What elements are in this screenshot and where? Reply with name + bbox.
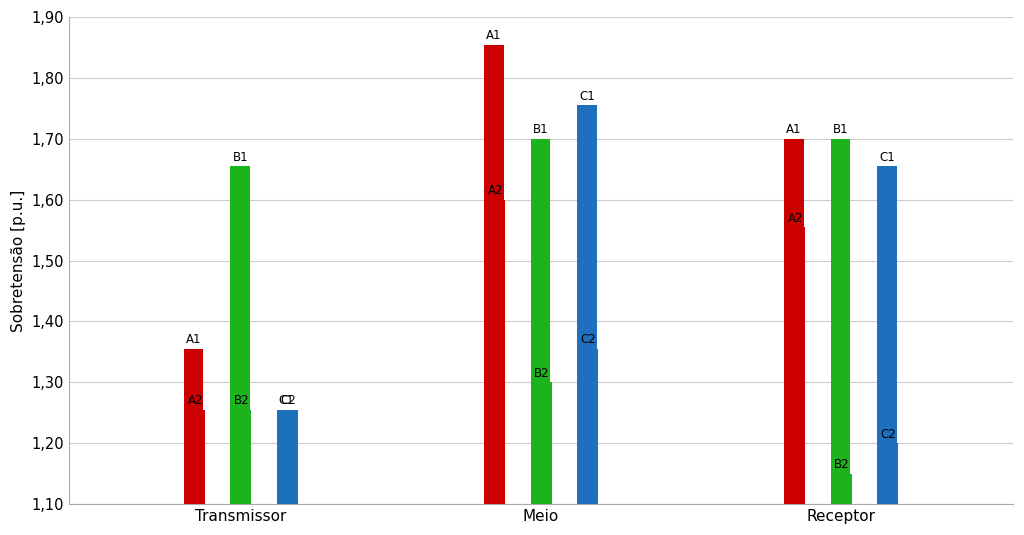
Bar — [279, 410, 298, 504]
Bar — [230, 166, 250, 504]
Bar — [232, 410, 252, 504]
Text: B2: B2 — [233, 394, 250, 407]
Bar — [185, 410, 205, 504]
Text: A1: A1 — [186, 333, 202, 346]
Bar — [485, 200, 505, 504]
Bar — [579, 349, 598, 504]
Text: A2: A2 — [487, 184, 503, 197]
Bar — [830, 139, 850, 504]
Bar — [530, 139, 550, 504]
Bar — [833, 473, 852, 504]
Bar — [484, 44, 504, 504]
Bar — [184, 349, 204, 504]
Text: A1: A1 — [486, 29, 502, 42]
Text: C1: C1 — [879, 151, 895, 164]
Text: C1: C1 — [579, 90, 595, 103]
Text: B1: B1 — [232, 151, 248, 164]
Text: C1: C1 — [279, 394, 295, 407]
Text: B2: B2 — [834, 458, 850, 471]
Bar — [879, 443, 898, 504]
Text: A2: A2 — [787, 212, 803, 225]
Bar — [276, 410, 297, 504]
Text: B2: B2 — [534, 367, 550, 380]
Text: C2: C2 — [881, 427, 896, 441]
Text: C2: C2 — [581, 333, 596, 346]
Text: B1: B1 — [833, 124, 848, 136]
Bar — [785, 227, 805, 504]
Bar — [532, 383, 552, 504]
Text: C2: C2 — [281, 394, 296, 407]
Bar — [784, 139, 804, 504]
Text: B1: B1 — [532, 124, 548, 136]
Bar — [578, 105, 597, 504]
Bar — [878, 166, 897, 504]
Text: A2: A2 — [187, 394, 203, 407]
Text: A1: A1 — [786, 124, 802, 136]
Y-axis label: Sobretensão [p.u.]: Sobretensão [p.u.] — [11, 189, 26, 332]
